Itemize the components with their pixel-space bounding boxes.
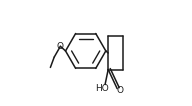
Text: HO: HO (95, 84, 109, 93)
Text: O: O (116, 86, 123, 95)
Text: O: O (57, 42, 64, 51)
